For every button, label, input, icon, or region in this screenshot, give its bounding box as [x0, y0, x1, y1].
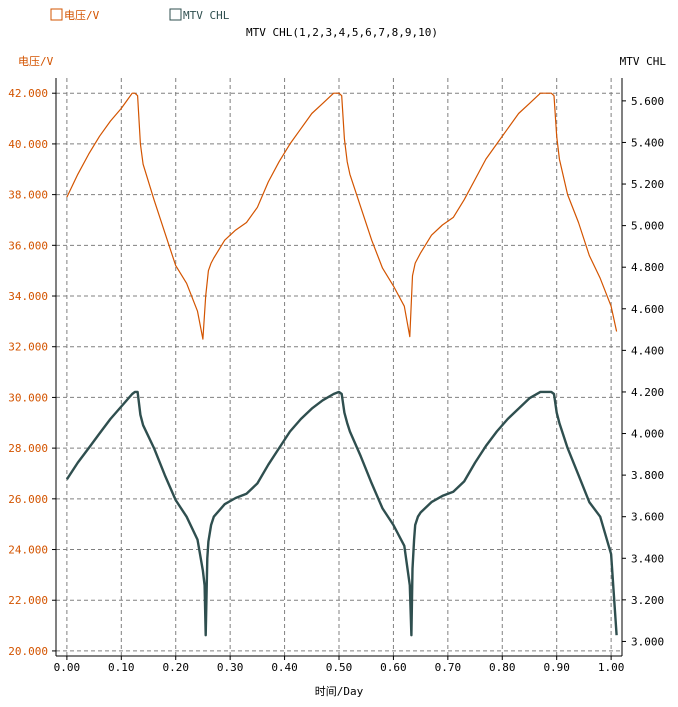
- y-left-tick-label: 28.000: [8, 442, 48, 455]
- y-left-tick-label: 20.000: [8, 645, 48, 658]
- x-axis-label: 时间/Day: [315, 685, 364, 698]
- legend: 电压/V MTV CHL: [50, 8, 230, 22]
- y-left-tick-label: 42.000: [8, 87, 48, 100]
- y-left-tick-label: 34.000: [8, 290, 48, 303]
- y-left-tick-label: 40.000: [8, 138, 48, 151]
- x-tick-label: 0.70: [435, 661, 462, 674]
- legend-label-mtv: MTV CHL: [183, 9, 230, 22]
- x-tick-label: 0.30: [217, 661, 244, 674]
- series-line-mtv-chl: [65, 390, 618, 637]
- x-tick-label: 0.40: [271, 661, 298, 674]
- y-right-tick-label: 4.000: [631, 428, 664, 441]
- x-tick-label: 0.80: [489, 661, 516, 674]
- x-tick-label: 0.50: [326, 661, 353, 674]
- y-left-tick-label: 32.000: [8, 341, 48, 354]
- y-right-tick-label: 4.200: [631, 386, 664, 399]
- y-right-tick-label: 3.000: [631, 635, 664, 648]
- series-lines: [65, 92, 618, 637]
- x-tick-label: 0.20: [162, 661, 189, 674]
- y-right-axis-label: MTV CHL: [620, 55, 667, 68]
- x-tick-label: 0.10: [108, 661, 135, 674]
- y-right-axis-ticks: 3.000 3.200 3.400 3.600 3.800 4.000 4.200 4.400…: [622, 95, 664, 648]
- y-right-tick-label: 4.400: [631, 344, 664, 357]
- x-axis-ticks: 0.00 0.10 0.20 0.30 0.40 0.50 0.60 0.70 0.80 0.90…: [54, 656, 625, 674]
- x-tick-label: 0.00: [54, 661, 81, 674]
- y-right-tick-label: 5.000: [631, 220, 664, 233]
- x-tick-label: 0.90: [543, 661, 570, 674]
- y-right-tick-label: 5.200: [631, 178, 664, 191]
- y-left-tick-label: 26.000: [8, 493, 48, 506]
- legend-label-voltage: 电压/V: [64, 9, 100, 22]
- x-tick-label: 1.00: [598, 661, 625, 674]
- y-right-tick-label: 3.600: [631, 511, 664, 524]
- chart-title: MTV CHL(1,2,3,4,5,6,7,8,9,10): [246, 26, 438, 39]
- y-right-tick-label: 3.800: [631, 469, 664, 482]
- y-right-tick-label: 3.400: [631, 552, 664, 565]
- y-left-tick-label: 24.000: [8, 544, 48, 557]
- y-left-tick-label: 36.000: [8, 239, 48, 252]
- y-left-tick-label: 22.000: [8, 594, 48, 607]
- grid: [56, 78, 622, 656]
- y-right-tick-label: 5.400: [631, 136, 664, 149]
- y-left-tick-label: 30.000: [8, 391, 48, 404]
- y-left-axis-label: 电压/V: [18, 55, 54, 68]
- y-right-tick-label: 5.600: [631, 95, 664, 108]
- y-right-tick-label: 4.600: [631, 303, 664, 316]
- y-left-axis-ticks: 20.000 22.000 24.000 26.000 28.000 30.000 32.0…: [8, 87, 56, 658]
- y-right-tick-label: 4.800: [631, 261, 664, 274]
- y-right-tick-label: 3.200: [631, 594, 664, 607]
- y-left-tick-label: 38.000: [8, 189, 48, 202]
- legend-swatch-voltage: [50, 8, 63, 21]
- x-tick-label: 0.60: [380, 661, 407, 674]
- series-line-voltage: [66, 92, 618, 340]
- legend-swatch-mtv: [169, 8, 182, 21]
